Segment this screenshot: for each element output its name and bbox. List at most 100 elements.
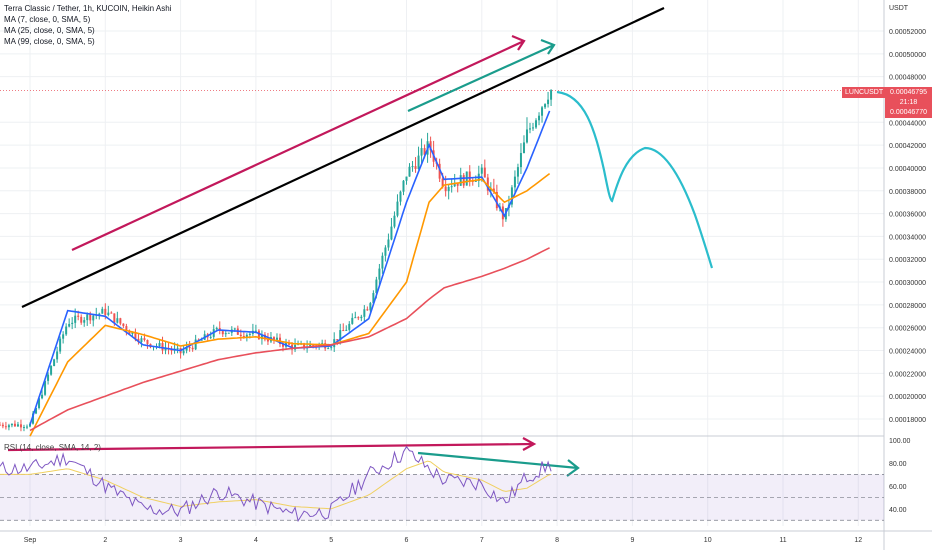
candle-body — [116, 318, 119, 323]
candle-body — [522, 142, 525, 154]
candle-body — [50, 366, 53, 375]
candle-body — [510, 187, 513, 205]
candle-body — [13, 423, 16, 427]
candle-body — [242, 335, 245, 338]
candle-body — [158, 343, 161, 347]
trendline — [21, 7, 665, 308]
candle-body — [263, 334, 266, 340]
candle-body — [294, 344, 297, 350]
candle-body — [414, 166, 417, 169]
candle-body — [83, 320, 86, 323]
candle-body — [227, 332, 230, 334]
candle-body — [384, 247, 387, 256]
ma-line-2 — [29, 247, 550, 432]
candle-body — [372, 293, 375, 304]
time-tick-label: 9 — [630, 537, 634, 544]
candle-body — [378, 268, 381, 280]
candle-body — [468, 171, 471, 181]
candle-body — [188, 347, 191, 349]
candle-body — [22, 426, 25, 428]
candle-body — [170, 349, 173, 351]
candle-body — [321, 343, 324, 345]
rsi-legend[interactable]: RSI (14, close, SMA, 14, 2) — [4, 443, 101, 452]
axes: 0.00052000 0.00050000 0.00048000 0.00044000… — [24, 29, 926, 544]
candle-body — [330, 347, 333, 349]
arrow-teal-rsi — [417, 451, 579, 470]
candle-body — [456, 183, 459, 186]
time-tick-label: 8 — [555, 537, 559, 544]
projection-curve — [556, 90, 714, 269]
candle-body — [528, 128, 531, 130]
price-tick-label: 0.00050000 — [889, 52, 926, 59]
price-tick-label: 0.00048000 — [889, 75, 926, 82]
candle-body — [25, 426, 28, 428]
candle-body — [275, 337, 278, 340]
indicator-ma99[interactable]: MA (99, close, 0, SMA, 5) — [4, 37, 95, 46]
candle-body — [101, 308, 104, 314]
candle-body — [74, 315, 77, 323]
candle-body — [393, 215, 396, 227]
candle-body — [239, 334, 242, 336]
candle-body — [450, 186, 453, 188]
candle-body — [342, 330, 345, 332]
candle-body — [336, 339, 339, 341]
candle-body — [483, 167, 486, 178]
candle-body — [441, 178, 444, 187]
last-price-tag: 0.00046795 — [885, 87, 932, 98]
candle-body — [182, 350, 185, 354]
time-tick-label: 3 — [179, 537, 183, 544]
moving-averages — [29, 110, 551, 437]
candle-body — [191, 347, 194, 350]
second-price-tag: 0.00046770 — [885, 107, 932, 118]
candle-body — [550, 90, 553, 100]
candle-body — [390, 226, 393, 240]
indicator-ma7[interactable]: MA (7, close, 0, SMA, 5) — [4, 15, 91, 24]
candle-body — [224, 333, 227, 335]
indicator-ma25[interactable]: MA (25, close, 0, SMA, 5) — [4, 26, 95, 35]
price-tick-label: 0.00028000 — [889, 303, 926, 310]
candle-body — [525, 129, 528, 143]
time-tick-label: 5 — [329, 537, 333, 544]
candle-body — [345, 329, 348, 331]
candle-body — [71, 322, 74, 324]
price-tick-label: 0.00018000 — [889, 417, 926, 424]
candle-body — [327, 348, 330, 350]
candle-body — [447, 187, 450, 192]
candles — [0, 89, 553, 432]
arrow-teal-rsi-head — [566, 459, 580, 477]
drawings — [7, 7, 714, 477]
candle-body — [438, 163, 441, 179]
candle-body — [538, 115, 541, 121]
candle-body — [480, 167, 483, 174]
candle-body — [282, 343, 285, 347]
candle-body — [474, 180, 477, 182]
candle-body — [260, 334, 263, 340]
candle-body — [429, 141, 432, 151]
candle-body — [369, 303, 372, 311]
candle-body — [10, 423, 13, 426]
candle-body — [348, 323, 351, 330]
arrow-red-upper-head — [511, 34, 526, 51]
candle-body — [134, 332, 137, 339]
candle-body — [56, 351, 59, 360]
rsi-tick-label: 40.00 — [889, 507, 907, 514]
time-tick-label: 10 — [704, 537, 712, 544]
price-tick-label: 0.00024000 — [889, 349, 926, 356]
ma-line-1 — [29, 172, 551, 437]
price-tick-label: 0.00042000 — [889, 143, 926, 150]
candle-body — [119, 318, 122, 324]
candle-body — [519, 153, 522, 168]
candle-body — [387, 239, 390, 248]
arrow-teal-upper — [407, 43, 555, 113]
candle-body — [351, 317, 354, 324]
candle-body — [77, 315, 80, 317]
price-tick-label: 0.00026000 — [889, 326, 926, 333]
rsi-panel — [0, 445, 884, 523]
candle-body — [444, 186, 447, 192]
candle-body — [547, 99, 550, 105]
candle-body — [185, 347, 188, 351]
candle-body — [423, 148, 426, 155]
candle-body — [68, 323, 71, 327]
candle-body — [113, 313, 116, 323]
